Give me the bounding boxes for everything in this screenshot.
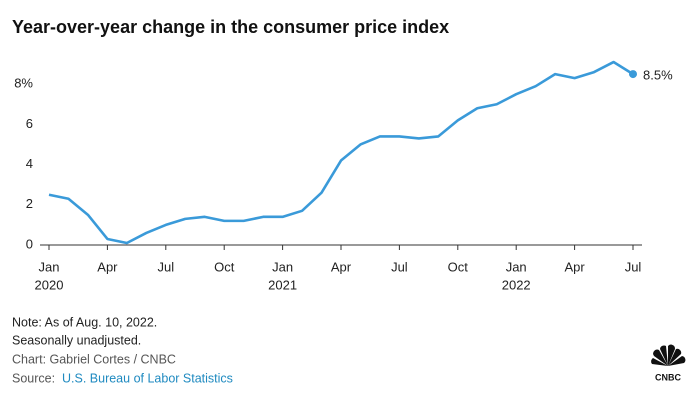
logo: CNBC <box>651 344 686 382</box>
x-tick-label: Apr <box>564 259 585 274</box>
chart-title: Year-over-year change in the consumer pr… <box>12 17 449 37</box>
x-tick-label: Jul <box>157 259 174 274</box>
value-label: 8.5% <box>643 68 673 83</box>
credit: Chart: Gabriel Cortes / CNBC <box>12 352 176 366</box>
source-label: Source: <box>12 371 55 385</box>
y-tick-label: 8% <box>14 76 33 91</box>
x-year-label: 2021 <box>268 277 297 292</box>
x-year-label: 2020 <box>35 277 64 292</box>
x-year-label: 2022 <box>502 277 531 292</box>
x-tick-label: Jan <box>39 259 60 274</box>
x-tick-label: Apr <box>97 259 118 274</box>
x-tick-label: Oct <box>448 259 469 274</box>
x-tick-label: Apr <box>331 259 352 274</box>
data-line <box>48 60 634 245</box>
x-tick-label: Oct <box>214 259 235 274</box>
end-point <box>629 70 637 79</box>
source-link[interactable]: U.S. Bureau of Labor Statistics <box>62 371 233 385</box>
note: Note: As of Aug. 10, 2022. <box>12 315 157 329</box>
x-tick-label: Jul <box>391 259 408 274</box>
x-tick-label: Jan <box>272 259 293 274</box>
y-tick-label: 0 <box>26 236 33 251</box>
logo-text: CNBC <box>655 372 681 382</box>
y-tick-label: 6 <box>26 116 33 131</box>
y-tick-label: 4 <box>26 156 33 171</box>
note: Seasonally unadjusted. <box>12 333 141 347</box>
y-tick-label: 2 <box>26 196 33 211</box>
x-tick-label: Jan <box>506 259 527 274</box>
x-tick-label: Jul <box>625 259 642 274</box>
